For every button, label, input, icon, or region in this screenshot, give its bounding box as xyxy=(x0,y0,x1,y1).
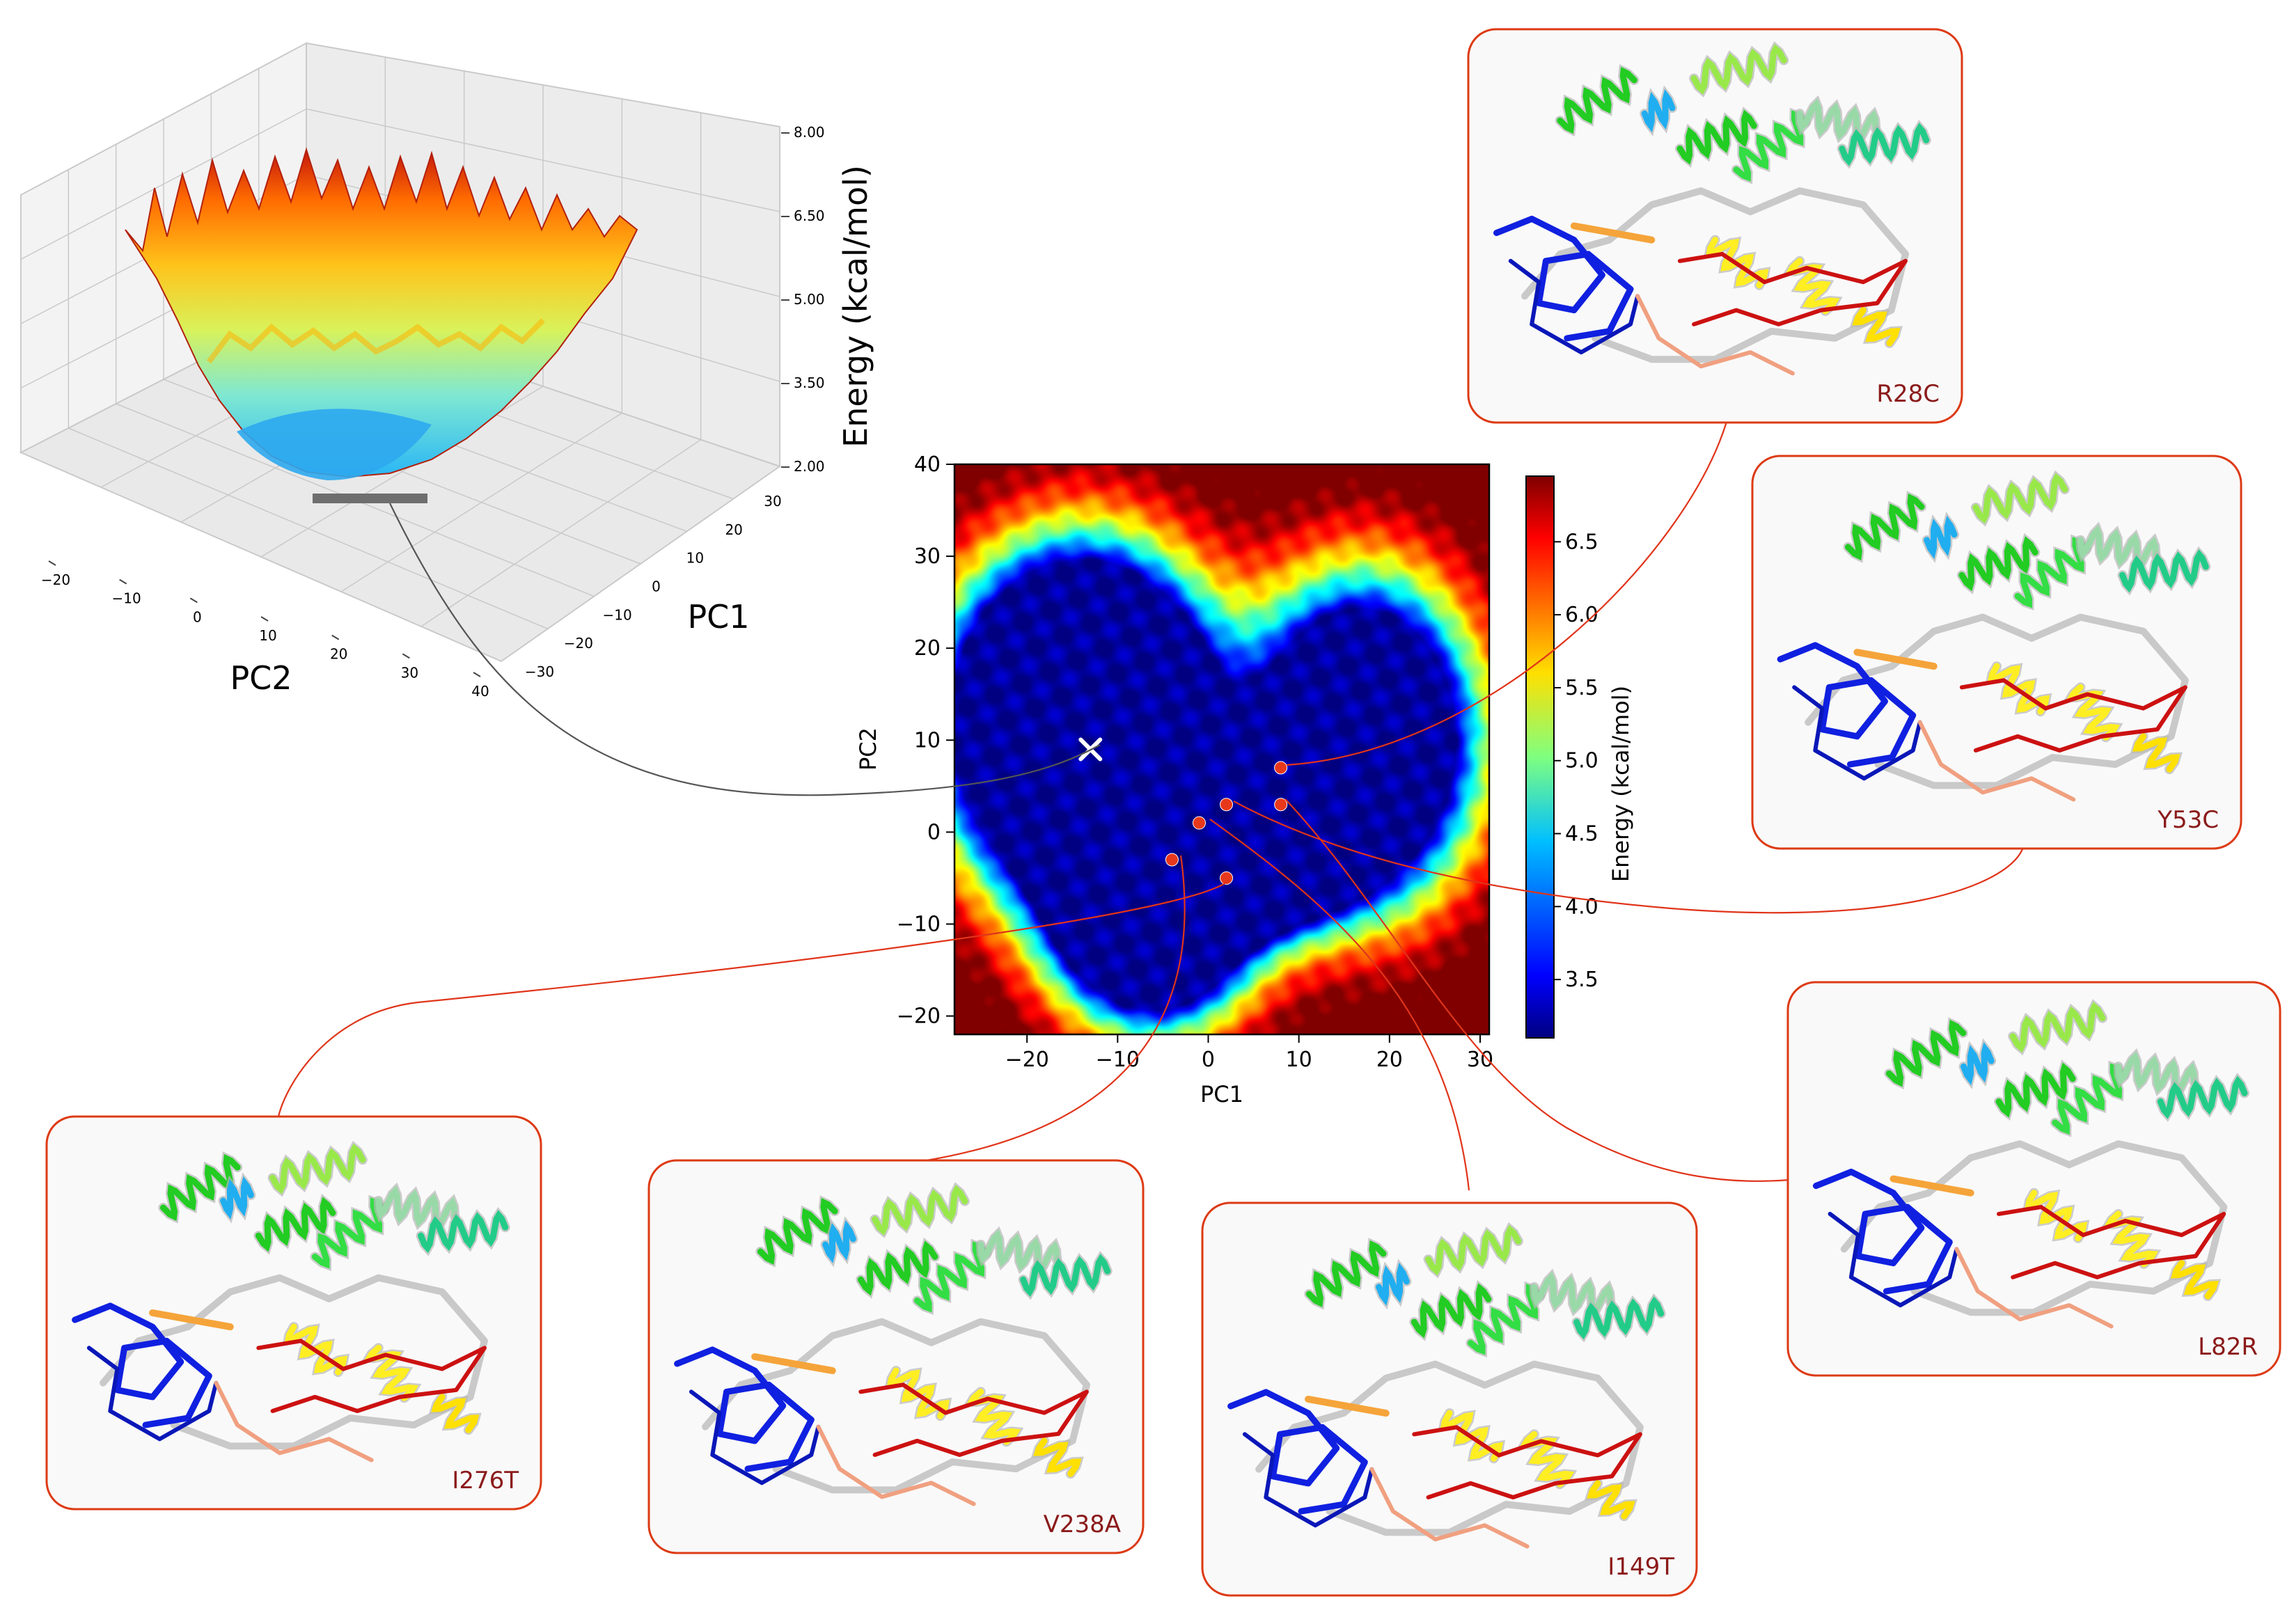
surface-y-tick: −20 xyxy=(564,635,593,652)
connector-y53c xyxy=(1233,801,2024,914)
surface-tick-labels: −20 −10 0 10 20 30 40 −30 −20 −10 0 10 20 30 2.00 3.50 5… xyxy=(41,124,825,700)
connector-i149t xyxy=(1209,819,1470,1191)
mutant-point-v238a xyxy=(1165,853,1179,867)
colorbar-tick: 3.5 xyxy=(1565,968,1598,992)
surface-z-tick: 5.00 xyxy=(794,291,825,308)
mutant-label: L82R xyxy=(2198,1333,2258,1361)
colorbar-label: Energy (kcal/mol) xyxy=(1608,686,1634,882)
heatmap-landscape xyxy=(954,464,1489,1034)
heatmap-x-tick: 10 xyxy=(1286,1048,1312,1072)
surface-basin xyxy=(237,409,432,480)
structure-panels: R28C Y53C L82R I149T V238A I276T xyxy=(45,28,2281,1597)
surface-z-tick: 8.00 xyxy=(794,124,825,141)
surface-inner-ridge xyxy=(206,318,545,364)
surface-minimum-marker xyxy=(313,494,427,503)
surface-zlabel: Energy (kcal/mol) xyxy=(837,165,874,448)
heatmap-x-tick: 20 xyxy=(1376,1048,1403,1072)
surface-plot-3d: −20 −10 0 10 20 30 40 −30 −20 −10 0 10 20 30 2.00 3.50 5… xyxy=(19,42,874,700)
connector-v238a xyxy=(922,855,1186,1162)
mutant-point-i149t xyxy=(1192,816,1206,830)
heatmap-marks xyxy=(1078,737,1288,885)
heatmap-x-tick: −10 xyxy=(1096,1048,1140,1072)
mutant-point-l82r xyxy=(1274,798,1288,812)
surface-y-tick: −30 xyxy=(525,663,554,680)
colorbar-tick: 6.5 xyxy=(1565,530,1598,554)
surface-y-tick: 30 xyxy=(764,493,781,510)
colorbar-tick: 5.5 xyxy=(1565,676,1598,700)
surface-y-tick: 10 xyxy=(686,550,704,567)
connector-lines xyxy=(277,421,2024,1191)
protein-structure-image xyxy=(1493,41,1931,376)
heatmap-x-tick: −20 xyxy=(1005,1048,1048,1072)
surface-x-tick: 0 xyxy=(193,608,202,625)
connector-surface-to-heatmap xyxy=(389,503,1101,796)
mutant-label: I149T xyxy=(1608,1553,1674,1581)
heatmap-y-tick: 0 xyxy=(927,820,941,844)
mutant-label: R28C xyxy=(1876,380,1940,408)
heatmap-y-tick: −20 xyxy=(897,1004,941,1029)
protein-structure-image xyxy=(1812,999,2249,1329)
heatmap-xlabel: PC1 xyxy=(1200,1081,1243,1107)
structure-panel-l82r: L82R xyxy=(1786,981,2281,1377)
heatmap-x-tick: 0 xyxy=(1202,1048,1215,1072)
protein-structure-image xyxy=(1777,470,2211,802)
protein-structure-image xyxy=(674,1182,1113,1506)
heatmap-y-tick: 20 xyxy=(914,636,941,661)
structure-panel-y53c: Y53C xyxy=(1751,455,2242,850)
surface-x-tick: −20 xyxy=(41,571,70,588)
surface-z-tick: 6.50 xyxy=(794,207,825,224)
mutant-label: V238A xyxy=(1044,1511,1121,1538)
colorbar-tick: 4.5 xyxy=(1565,822,1598,846)
heatmap-y-tick: 40 xyxy=(914,452,941,477)
connector-r28c xyxy=(1286,421,1728,766)
energy-surface xyxy=(125,147,638,478)
surface-z-tick: 3.50 xyxy=(794,375,825,391)
surface-y-tick: 20 xyxy=(725,521,742,538)
surface-x-tick: 30 xyxy=(401,664,418,681)
structure-panel-r28c: R28C xyxy=(1467,28,1963,424)
surface-ylabel: PC1 xyxy=(687,598,749,636)
heatmap-ylabel: PC2 xyxy=(855,727,881,771)
surface-x-tick: 40 xyxy=(471,683,489,700)
surface-x-tick: 10 xyxy=(259,627,276,644)
connector-i276t xyxy=(277,879,1230,1117)
surface-x-tick: 20 xyxy=(330,646,347,663)
protein-structure-image xyxy=(1227,1222,1666,1549)
heatmap-y-tick: 10 xyxy=(914,728,941,752)
structure-panel-i149t: I149T xyxy=(1201,1201,1698,1597)
mutant-label: Y53C xyxy=(2157,806,2219,834)
heatmap-frame xyxy=(953,463,1491,1036)
colorbar-tick: 5.0 xyxy=(1565,749,1598,773)
surface-x-tick: −10 xyxy=(112,590,141,607)
surface-z-tick: 2.00 xyxy=(794,458,825,475)
mutant-label: I276T xyxy=(452,1467,519,1495)
heatmap-y-tick: 30 xyxy=(914,544,941,569)
mutant-point-y53c xyxy=(1220,798,1234,812)
surface-xlabel: PC2 xyxy=(230,659,292,697)
structure-panel-v238a: V238A xyxy=(647,1159,1145,1554)
structure-panel-i276t: I276T xyxy=(45,1115,542,1511)
colorbar xyxy=(1525,475,1555,1039)
colorbar-tick: 6.0 xyxy=(1565,603,1598,627)
colorbar-ticks: 3.54.04.55.05.56.06.5 xyxy=(1554,530,1598,992)
mutant-point-r28c xyxy=(1274,761,1288,775)
surface-y-tick: 0 xyxy=(652,578,661,595)
protein-structure-image xyxy=(72,1140,510,1463)
heatmap-y-tick: −10 xyxy=(897,912,941,936)
connector-l82r xyxy=(1285,798,1791,1182)
mutant-point-i276t xyxy=(1220,871,1234,885)
surface-y-tick: −10 xyxy=(603,606,632,623)
